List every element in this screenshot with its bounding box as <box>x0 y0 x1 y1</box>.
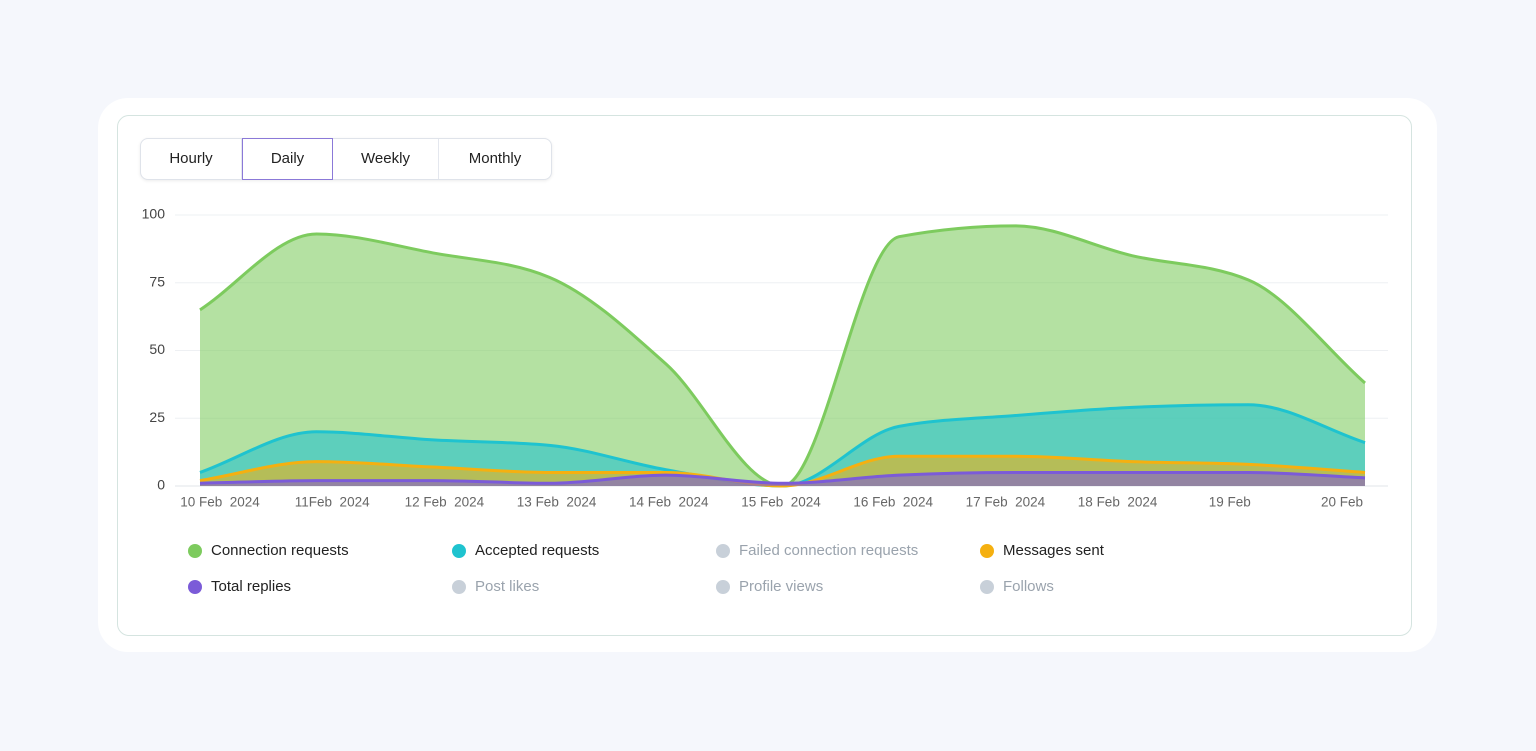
legend-swatch <box>452 580 466 594</box>
legend-label: Total replies <box>211 578 291 595</box>
legend-swatch <box>188 544 202 558</box>
x-tick-label: 14 Feb 2024 <box>629 495 709 510</box>
tab-bar: Hourly Daily Weekly Monthly <box>140 138 552 180</box>
x-tick-label: 16 Feb 2024 <box>853 495 933 510</box>
x-tick-label: 10 Feb 2024 <box>180 495 260 510</box>
tab[interactable]: Daily <box>242 138 333 180</box>
legend-swatch <box>188 580 202 594</box>
x-tick-label: 11Feb 2024 <box>295 495 370 510</box>
legend-label: Messages sent <box>1003 542 1105 559</box>
x-tick-label: 18 Feb 2024 <box>1078 495 1158 510</box>
legend-label: Post likes <box>475 578 539 595</box>
legend-label: Accepted requests <box>475 542 599 559</box>
legend-swatch <box>980 544 994 558</box>
y-tick-label: 75 <box>149 273 165 289</box>
x-tick-label: 17 Feb 2024 <box>966 495 1046 510</box>
legend-swatch <box>980 580 994 594</box>
legend-label: Follows <box>1003 578 1054 595</box>
y-tick-label: 0 <box>157 477 165 493</box>
tab[interactable]: Hourly <box>141 139 242 179</box>
legend-swatch <box>716 544 730 558</box>
legend-swatch <box>452 544 466 558</box>
y-tick-label: 100 <box>142 206 166 222</box>
tab[interactable]: Monthly <box>468 150 522 167</box>
x-tick-label: 15 Feb 2024 <box>741 495 821 510</box>
x-tick-label: 13 Feb 2024 <box>517 495 597 510</box>
y-tick-label: 50 <box>149 341 165 357</box>
line <box>199 470 1366 485</box>
legend-label: Connection requests <box>211 542 349 559</box>
legend-label: Failed connection requests <box>739 542 918 559</box>
y-tick-label: 25 <box>149 409 165 425</box>
x-tick-label: 20 Feb <box>1321 495 1363 510</box>
legend-swatch <box>716 580 730 594</box>
x-tick-label: 12 Feb 2024 <box>405 495 485 510</box>
x-tick-label: 19 Feb <box>1209 495 1251 510</box>
legend-label: Profile views <box>739 578 823 595</box>
tab[interactable]: Weekly <box>333 139 439 179</box>
